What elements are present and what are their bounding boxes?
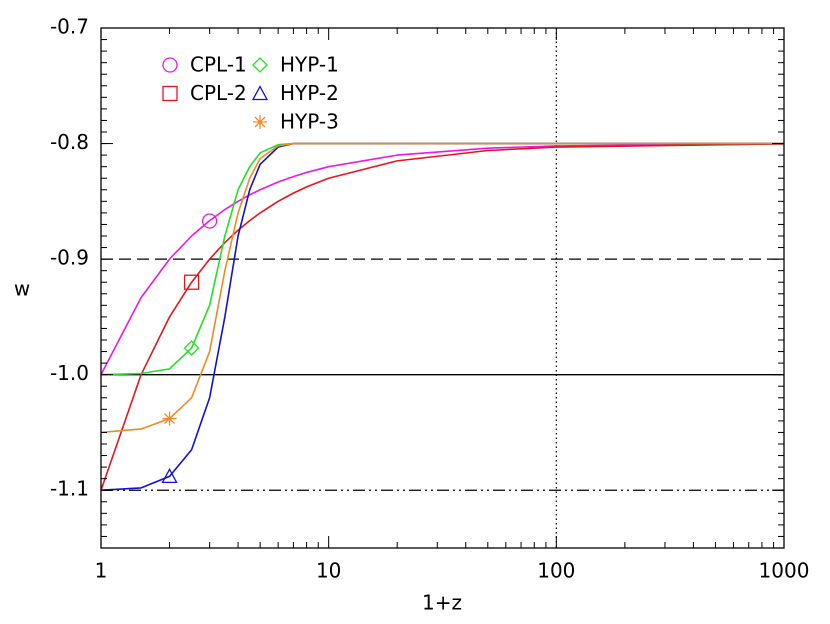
x-tick-label: 10 xyxy=(316,559,341,583)
legend-marker xyxy=(162,57,178,73)
data-marker xyxy=(161,467,178,484)
y-axis-label: w xyxy=(14,277,30,301)
legend-label: HYP-2 xyxy=(280,81,339,105)
series-line xyxy=(100,142,785,376)
legend-label: HYP-3 xyxy=(280,110,339,134)
data-marker xyxy=(201,213,218,229)
legend-marker xyxy=(253,115,267,129)
x-tick-label: 1000 xyxy=(759,559,810,583)
y-tick-label: -0.7 xyxy=(50,15,89,39)
legend-marker xyxy=(251,85,269,101)
series-line xyxy=(100,142,784,492)
x-tick-label: 100 xyxy=(537,559,575,583)
data-marker xyxy=(183,340,200,357)
y-tick-label: -1.1 xyxy=(50,477,89,501)
data-marker xyxy=(162,411,177,426)
series-line xyxy=(100,142,784,434)
legend-label: CPL-1 xyxy=(190,53,247,77)
y-tick-label: -0.8 xyxy=(50,130,89,154)
data-marker xyxy=(183,274,200,290)
legend-marker xyxy=(162,85,178,102)
y-tick-label: -1.0 xyxy=(50,361,89,385)
series-line xyxy=(100,143,785,491)
legend-marker xyxy=(252,57,268,73)
x-tick-label: 1 xyxy=(95,559,108,583)
legend-label: HYP-1 xyxy=(280,53,339,77)
x-axis-label: 1+z xyxy=(422,591,462,615)
legend-label: CPL-2 xyxy=(190,81,247,105)
y-tick-label: -0.9 xyxy=(50,246,89,270)
plot-frame xyxy=(100,27,785,549)
